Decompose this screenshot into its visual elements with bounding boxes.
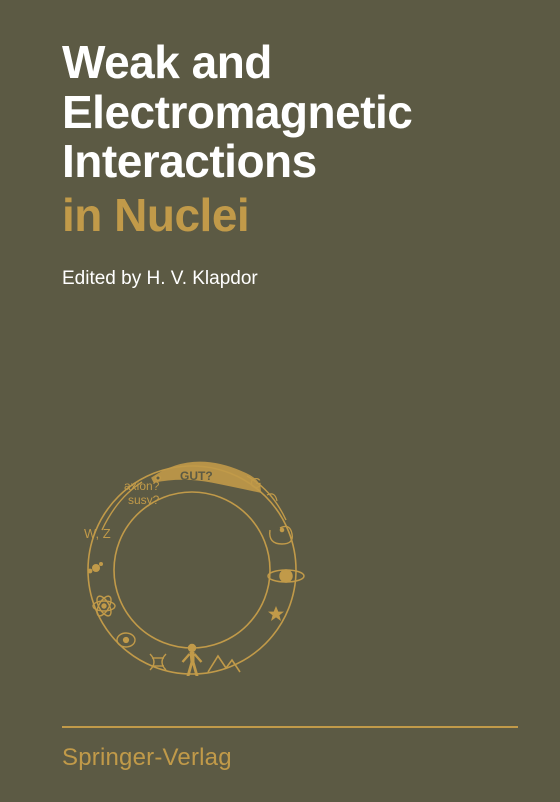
title-line-2: Electromagnetic: [62, 86, 412, 138]
label-wz: W, Z: [84, 526, 111, 541]
editor-line: Edited by H. V. Klapdor: [62, 268, 530, 290]
crescent-moon-icon: [245, 637, 254, 655]
label-gut: GUT?: [180, 469, 213, 483]
label-axion: axion?: [124, 479, 160, 493]
human-figure-icon: [183, 644, 202, 676]
title-line-3: Interactions: [62, 135, 317, 187]
particle-icon: [88, 562, 103, 573]
title-line-1: Weak and: [62, 36, 272, 88]
book-cover: Weak and Electromagnetic Interactions in…: [0, 0, 560, 802]
ouroboros-diagram: G: [62, 420, 322, 698]
label-g: G: [250, 475, 262, 492]
cell-icon: [117, 633, 135, 647]
galaxy-spiral-icon: [270, 526, 293, 544]
saturn-icon: [268, 570, 304, 582]
label-susy: susy?: [128, 493, 160, 507]
star-icon: [268, 606, 284, 621]
title-main: Weak and Electromagnetic Interactions: [62, 38, 530, 187]
title-subtitle: in Nuclei: [62, 189, 530, 242]
atom-icon: [93, 594, 115, 618]
title-block: Weak and Electromagnetic Interactions in…: [62, 38, 530, 290]
publisher: Springer-Verlag: [62, 744, 232, 772]
divider-line: [62, 726, 518, 728]
